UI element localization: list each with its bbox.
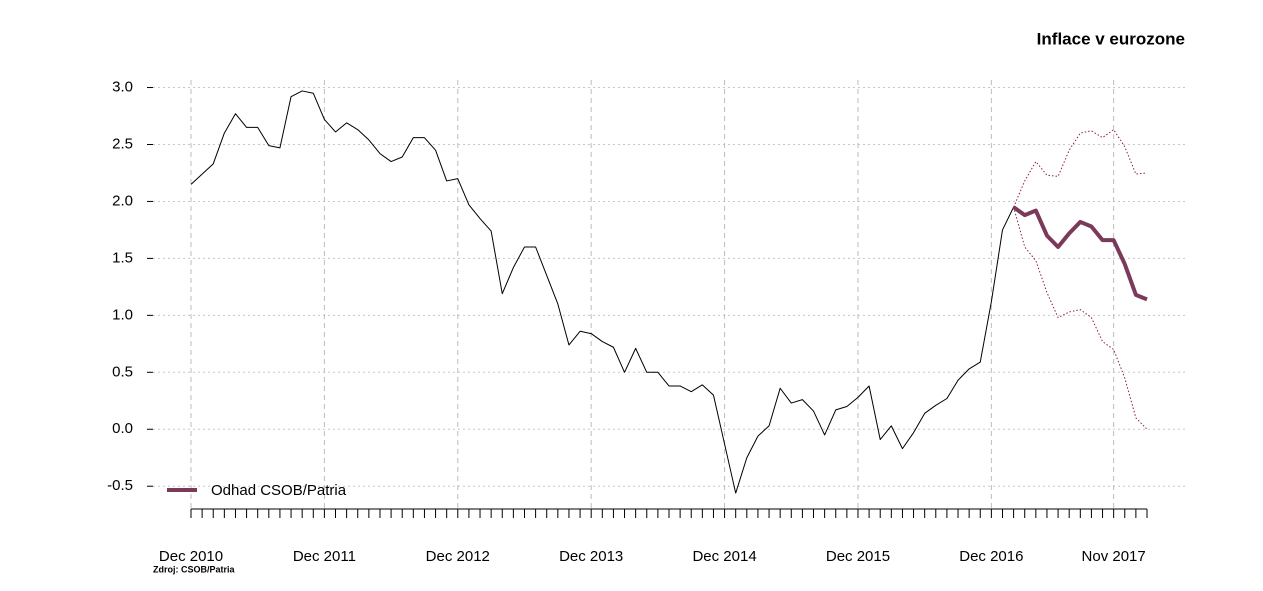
x-tick-label: Dec 2015 [826,548,890,565]
series-line [1013,129,1148,208]
y-tick-label: 0.5 [112,363,133,380]
series-line [190,90,1015,494]
series-line [1012,205,1148,302]
x-tick-label: Dec 2011 [293,548,356,565]
y-tick-label: 1.5 [112,249,133,266]
legend-label: Odhad CSOB/Patria [211,482,347,499]
y-tick-label: 2.0 [112,192,133,209]
chart-title: Inflace v eurozone [1037,29,1185,48]
x-tick-label: Dec 2014 [692,548,756,565]
x-tick-label: Dec 2012 [426,548,490,565]
x-tick-label: Dec 2013 [559,548,623,565]
x-tick-label: Dec 2010 [159,548,223,565]
source-note: Zdroj: CSOB/Patria [153,564,236,574]
y-tick-label: 0.0 [112,420,133,437]
series-line [1013,207,1148,430]
y-tick-label: 3.0 [112,78,133,95]
y-tick-label: 2.5 [112,135,133,152]
y-tick-label: -0.5 [107,477,133,494]
x-tick-label: Nov 2017 [1082,548,1146,565]
x-tick-label: Dec 2016 [959,548,1023,565]
y-tick-label: 1.0 [112,306,133,323]
